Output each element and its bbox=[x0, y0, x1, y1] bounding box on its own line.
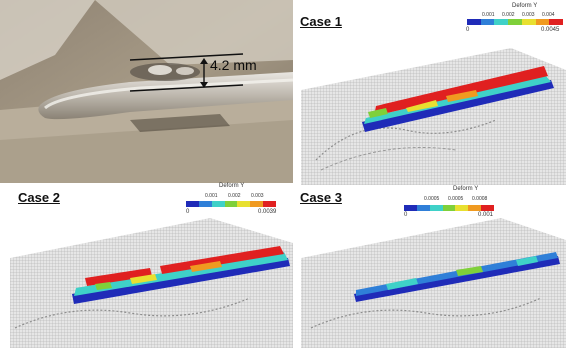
color-scale-swatch bbox=[250, 201, 264, 207]
case3-legend-tick: 0.0005 bbox=[424, 196, 440, 202]
weld-photo: 4.2 mm bbox=[0, 0, 294, 183]
case1-legend-max: 0.0045 bbox=[541, 27, 560, 33]
case2-legend-tick: 0.001 bbox=[205, 193, 218, 199]
color-scale-swatch bbox=[521, 19, 536, 25]
case1-legend-tick: 0.003 bbox=[522, 12, 535, 18]
color-scale-swatch bbox=[237, 201, 251, 207]
color-scale-swatch bbox=[508, 19, 522, 25]
case3-legend-max: 0.001 bbox=[478, 212, 494, 218]
case1-legend-title: Deform Y bbox=[512, 3, 538, 9]
color-scale-swatch bbox=[186, 201, 199, 207]
height-measurement-label: 4.2 mm bbox=[210, 57, 257, 73]
case2-legend-max: 0.0039 bbox=[258, 209, 277, 215]
color-scale-swatch bbox=[480, 19, 495, 25]
case3-simulation-view bbox=[301, 218, 566, 348]
case2-legend-title: Deform Y bbox=[219, 183, 245, 189]
color-scale-swatch bbox=[263, 201, 277, 207]
color-scale-swatch bbox=[416, 205, 430, 211]
case1-legend-tick: 0.002 bbox=[502, 12, 515, 18]
case2-legend-tick: 0.002 bbox=[228, 193, 241, 199]
color-scale-swatch bbox=[549, 19, 564, 25]
case2-color-scale-bar bbox=[186, 201, 277, 207]
case1-title: Case 1 bbox=[300, 14, 342, 29]
case1-legend-tick: 0.004 bbox=[542, 12, 555, 18]
case2-legend-tick: 0.003 bbox=[251, 193, 264, 199]
case2-legend-min: 0 bbox=[186, 209, 190, 215]
color-scale-swatch bbox=[467, 19, 481, 25]
color-scale-swatch bbox=[442, 205, 456, 211]
case3-color-scale-bar bbox=[404, 205, 495, 211]
case1-simulation-view bbox=[301, 48, 566, 185]
color-scale-swatch bbox=[198, 201, 212, 207]
color-scale-swatch bbox=[494, 19, 509, 25]
case2-title: Case 2 bbox=[18, 190, 60, 205]
case3-legend-tick: 0.0005 bbox=[448, 196, 464, 202]
color-scale-swatch bbox=[468, 205, 482, 211]
case1-legend-min: 0 bbox=[466, 27, 470, 33]
color-scale-swatch bbox=[429, 205, 443, 211]
weld-photo-image bbox=[0, 0, 294, 183]
case2-simulation-view bbox=[10, 218, 293, 348]
color-scale-swatch bbox=[224, 201, 238, 207]
color-scale-swatch bbox=[211, 201, 225, 207]
color-scale-swatch bbox=[481, 205, 495, 211]
color-scale-swatch bbox=[404, 205, 417, 211]
case3-legend-min: 0 bbox=[404, 212, 408, 218]
case1-color-scale-bar bbox=[467, 19, 564, 25]
color-scale-swatch bbox=[535, 19, 550, 25]
case1-legend-tick: 0.001 bbox=[482, 12, 495, 18]
case3-legend-title: Deform Y bbox=[453, 186, 479, 192]
case3-legend-tick: 0.0008 bbox=[472, 196, 488, 202]
color-scale-swatch bbox=[455, 205, 469, 211]
case3-title: Case 3 bbox=[300, 190, 342, 205]
